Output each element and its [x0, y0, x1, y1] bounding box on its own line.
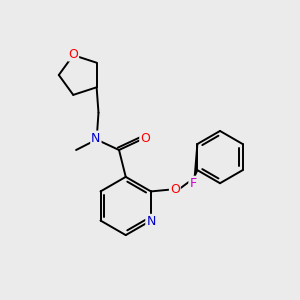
Text: O: O: [68, 47, 78, 61]
Text: O: O: [170, 183, 180, 196]
Text: N: N: [91, 132, 101, 145]
Text: N: N: [146, 215, 156, 228]
Text: F: F: [189, 177, 197, 190]
Text: O: O: [140, 132, 150, 145]
